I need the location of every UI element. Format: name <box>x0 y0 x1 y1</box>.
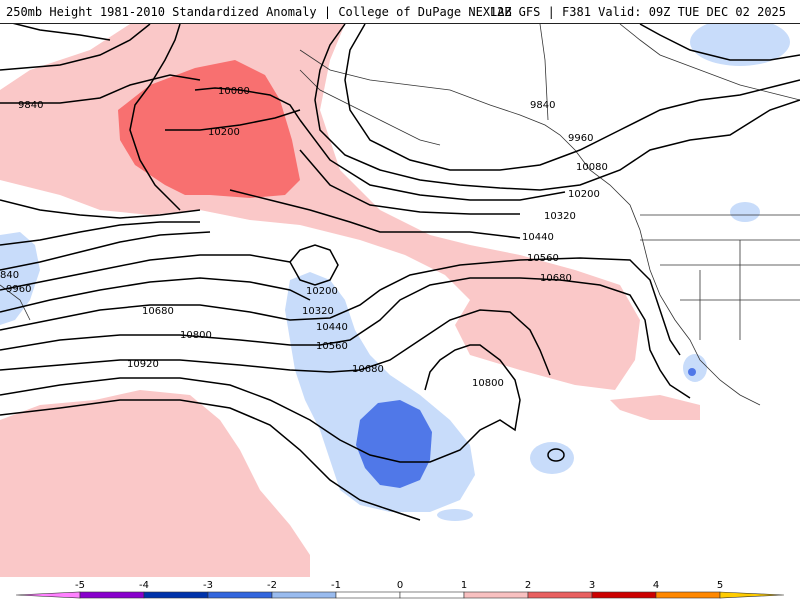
contour-label: 10680 <box>540 273 572 284</box>
colorbar-tick: -3 <box>203 580 213 591</box>
contour-label: 840 <box>0 270 19 281</box>
model-valid-time: 12Z GFS | F381 Valid: 09Z TUE DEC 02 202… <box>489 5 786 19</box>
contour-label: 10680 <box>142 306 174 317</box>
positive-anomaly-region-se <box>610 395 700 420</box>
negative-anomaly-patch <box>530 442 574 474</box>
contour-line <box>639 24 800 61</box>
contour-label: 10200 <box>208 127 240 138</box>
coastlines <box>0 24 800 406</box>
contour-line <box>299 119 566 201</box>
colorbar-band <box>591 591 657 599</box>
colorbar-band <box>207 591 273 599</box>
anomaly-colorbar: -5 -4 -3 -2 -1 0 1 2 3 4 5 <box>0 577 800 600</box>
colorbar-graphic: -5 -4 -3 -2 -1 0 1 2 3 4 5 <box>15 580 785 599</box>
contour-label: 9840 <box>530 100 555 111</box>
contour-line <box>194 87 301 121</box>
map-area: 9840 10080 10200 9840 9960 10080 10200 1… <box>0 24 800 577</box>
map-title: 250mb Height 1981-2010 Standardized Anom… <box>6 5 512 19</box>
colorbar-bands <box>15 591 785 599</box>
colorbar-ticks: -5 -4 -3 -2 -1 0 1 2 3 4 5 <box>75 580 723 591</box>
contour-label: 10320 <box>302 306 334 317</box>
contour-line <box>0 277 691 399</box>
colorbar-band <box>527 591 593 599</box>
height-contours <box>0 24 800 521</box>
colorbar-band <box>463 591 529 599</box>
colorbar-tick: -1 <box>331 580 341 591</box>
colorbar-tick: 4 <box>653 580 659 591</box>
contour-label: 10080 <box>576 162 608 173</box>
colorbar-band <box>15 591 81 599</box>
contour-line <box>129 24 181 211</box>
negative-anomaly-region-west <box>0 232 40 325</box>
contour-line <box>0 277 311 313</box>
negative-anomaly-core <box>688 368 696 376</box>
contour-line <box>165 109 301 131</box>
contour-line <box>0 309 551 376</box>
contour-label: 10440 <box>522 232 554 243</box>
colorbar-band <box>399 591 465 599</box>
contour-line <box>0 199 201 219</box>
colorbar-band <box>655 591 721 599</box>
colorbar-tick: 5 <box>717 580 723 591</box>
map-header: 250mb Height 1981-2010 Standardized Anom… <box>0 0 800 24</box>
colorbar-tick: 3 <box>589 580 595 591</box>
contour-label: 9960 <box>568 133 593 144</box>
negative-anomaly-patch <box>683 354 707 382</box>
colorbar-band <box>143 591 209 599</box>
negative-anomaly-patch <box>437 509 473 521</box>
colorbar-band <box>335 591 401 599</box>
negative-anomaly-patch <box>730 202 760 222</box>
contour-label: 10320 <box>544 211 576 222</box>
colorbar-band <box>79 591 145 599</box>
contour-label: 9960 <box>6 284 31 295</box>
colorbar-tick: 2 <box>525 580 531 591</box>
contour-label: 10440 <box>316 322 348 333</box>
contour-line <box>0 254 291 291</box>
strong-negative-anomaly-region <box>356 400 432 488</box>
contour-label: 10560 <box>316 341 348 352</box>
positive-anomaly-region-sw <box>0 390 310 577</box>
contour-line <box>229 189 521 239</box>
contour-line <box>299 149 520 215</box>
contour-line <box>0 231 211 271</box>
contour-label: 10080 <box>218 86 250 97</box>
contour-label: 10680 <box>352 364 384 375</box>
contour-line <box>0 221 200 246</box>
contour-line <box>289 244 339 286</box>
colorbar-tick: -5 <box>75 580 85 591</box>
colorbar-tick: -4 <box>139 580 149 591</box>
colorbar-tick: -2 <box>267 580 277 591</box>
contour-line <box>547 448 565 462</box>
weather-map: 9840 10080 10200 9840 9960 10080 10200 1… <box>0 24 800 577</box>
contour-line <box>0 24 151 71</box>
contour-line <box>0 257 681 356</box>
contour-labels: 9840 10080 10200 9840 9960 10080 10200 1… <box>0 86 608 389</box>
contour-line <box>0 344 521 463</box>
colorbar-tick: 1 <box>461 580 467 591</box>
contour-line <box>12 24 111 41</box>
contour-label: 10800 <box>180 330 212 341</box>
contour-label: 10560 <box>527 253 559 264</box>
contour-label: 10920 <box>127 359 159 370</box>
colorbar-band <box>719 591 785 599</box>
contour-line <box>344 24 800 171</box>
colorbar-band <box>271 591 337 599</box>
contour-line <box>314 24 800 191</box>
contour-label: 10200 <box>306 286 338 297</box>
contour-label: 10200 <box>568 189 600 200</box>
contour-line <box>0 399 421 521</box>
contour-line <box>0 74 201 104</box>
colorbar-tick: 0 <box>397 580 403 591</box>
contour-label: 9840 <box>18 100 43 111</box>
contour-label: 10800 <box>472 378 504 389</box>
